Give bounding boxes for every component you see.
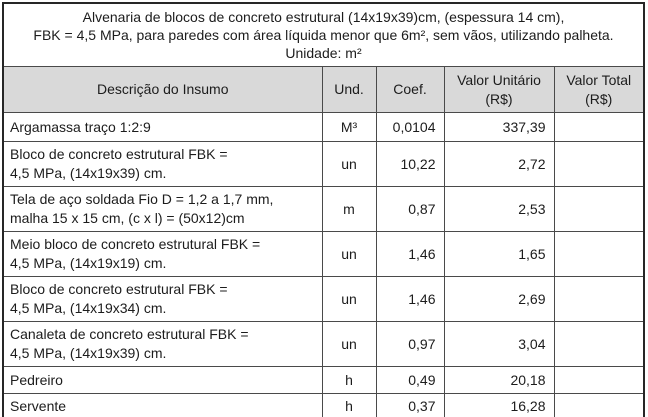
desc-cell: Bloco de concreto estrutural FBK = 4,5 M… [2,276,323,322]
und-cell: un [321,231,377,277]
valor-unitario-cell: 337,39 [443,112,555,142]
coef-cell: 0,0104 [375,112,445,142]
table-row: Servente h 0,37 16,28 [2,393,645,417]
coef-cell: 0,49 [375,366,445,394]
valor-unitario-cell: 2,72 [443,141,555,187]
title-line1: Alvenaria de blocos de concreto estrutur… [82,9,565,25]
valor-total-cell [553,393,645,417]
und-cell: h [321,366,377,394]
table-row: Canaleta de concreto estrutural FBK = 4,… [2,321,645,367]
col-header-und: Und. [321,66,377,113]
table-row: Bloco de concreto estrutural FBK = 4,5 M… [2,141,645,187]
column-header-row: Descrição do Insumo Und. Coef. Valor Uni… [2,66,645,113]
table-row: Tela de aço soldada Fio D = 1,2 a 1,7 mm… [2,186,645,232]
valor-total-cell [553,186,645,232]
valor-total-cell [553,276,645,322]
coef-cell: 10,22 [375,141,445,187]
valor-unitario-cell: 2,53 [443,186,555,232]
table-row: Bloco de concreto estrutural FBK = 4,5 M… [2,276,645,322]
valor-unitario-cell: 2,69 [443,276,555,322]
col-header-valor-total: Valor Total (R$) [553,66,645,113]
und-cell: M³ [321,112,377,142]
valor-total-cell [553,366,645,394]
und-cell: un [321,276,377,322]
desc-cell: Pedreiro [2,366,323,394]
und-cell: h [321,393,377,417]
und-cell: un [321,141,377,187]
unit-line: Unidade: m² [285,45,362,61]
table-row: Pedreiro h 0,49 20,18 [2,366,645,394]
desc-cell: Meio bloco de concreto estrutural FBK = … [2,231,323,277]
valor-unitario-cell: 20,18 [443,366,555,394]
valor-total-cell [553,112,645,142]
valor-total-cell [553,231,645,277]
table-title: Alvenaria de blocos de concreto estrutur… [2,2,645,67]
valor-unitario-cell: 3,04 [443,321,555,367]
desc-cell: Servente [2,393,323,417]
desc-cell: Argamassa traço 1:2:9 [2,112,323,142]
table-row: Argamassa traço 1:2:9 M³ 0,0104 337,39 [2,112,645,142]
valor-unitario-cell: 16,28 [443,393,555,417]
valor-total-cell [553,321,645,367]
valor-total-cell [553,141,645,187]
title-line2: FBK = 4,5 MPa, para paredes com área líq… [33,27,614,43]
desc-cell: Bloco de concreto estrutural FBK = 4,5 M… [2,141,323,187]
valor-unitario-cell: 1,65 [443,231,555,277]
coef-cell: 1,46 [375,231,445,277]
coef-cell: 0,97 [375,321,445,367]
col-header-coef: Coef. [375,66,445,113]
coef-cell: 1,46 [375,276,445,322]
desc-cell: Tela de aço soldada Fio D = 1,2 a 1,7 mm… [2,186,323,232]
table-row: Meio bloco de concreto estrutural FBK = … [2,231,645,277]
title-row: Alvenaria de blocos de concreto estrutur… [2,2,645,67]
col-header-valor-unitario: Valor Unitário (R$) [443,66,555,113]
coef-cell: 0,87 [375,186,445,232]
und-cell: m [321,186,377,232]
col-header-descricao: Descrição do Insumo [2,66,323,113]
desc-cell: Canaleta de concreto estrutural FBK = 4,… [2,321,323,367]
coef-cell: 0,37 [375,393,445,417]
und-cell: un [321,321,377,367]
